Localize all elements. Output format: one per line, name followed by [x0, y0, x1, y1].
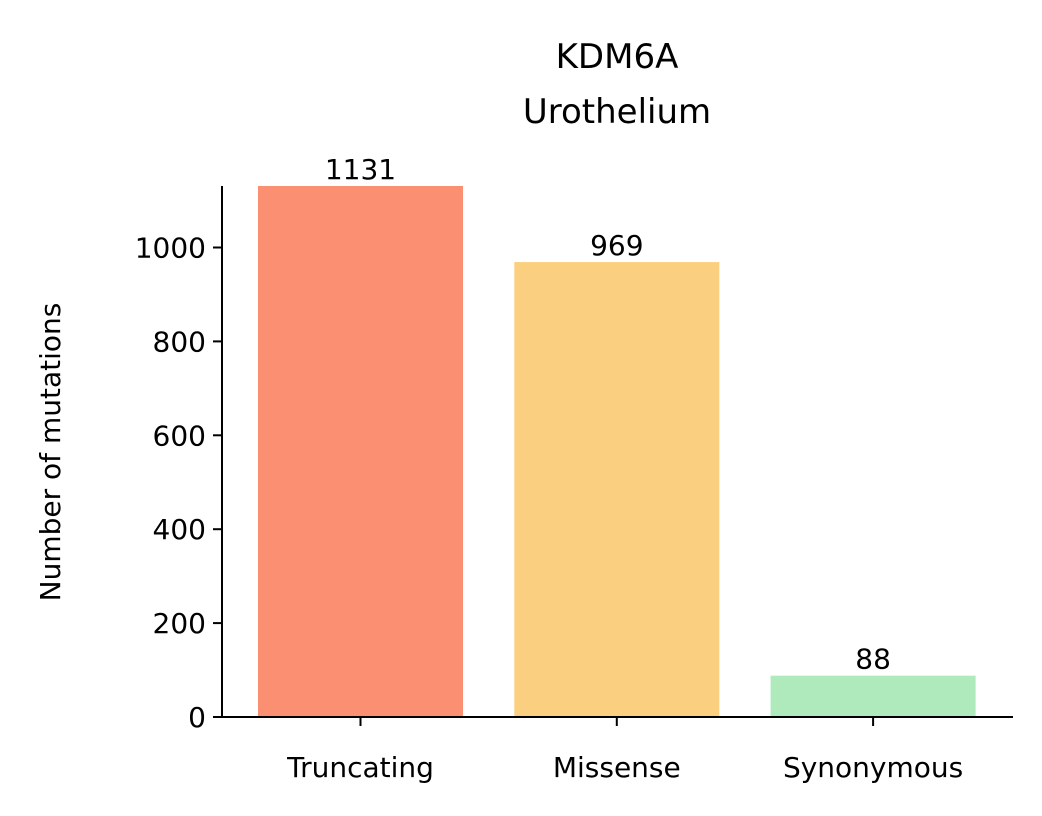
x-tick-label-truncating: Truncating	[286, 751, 434, 784]
bar-synonymous	[770, 675, 976, 717]
x-tick-label-synonymous: Synonymous	[783, 751, 963, 784]
chart-title: KDM6A	[556, 37, 679, 77]
data-label-synonymous: 88	[855, 643, 891, 676]
bar-truncating	[258, 186, 463, 717]
data-label-truncating: 1131	[325, 153, 396, 186]
y-tick-label: 600	[153, 419, 206, 452]
chart-subtitle: Urothelium	[523, 92, 711, 132]
bar-missense	[514, 262, 720, 717]
y-tick-label: 0	[188, 701, 206, 734]
y-tick-label: 800	[153, 325, 206, 358]
y-tick-label: 400	[153, 513, 206, 546]
x-tick-label-missense: Missense	[553, 751, 681, 784]
y-tick-label: 200	[153, 607, 206, 640]
y-tick-label: 1000	[135, 232, 206, 265]
data-label-missense: 969	[590, 229, 643, 262]
y-axis-label: Number of mutations	[34, 303, 67, 602]
plot-area: 1131 Truncating 969 Missense 88 Synonymous 0 20…	[135, 153, 976, 784]
